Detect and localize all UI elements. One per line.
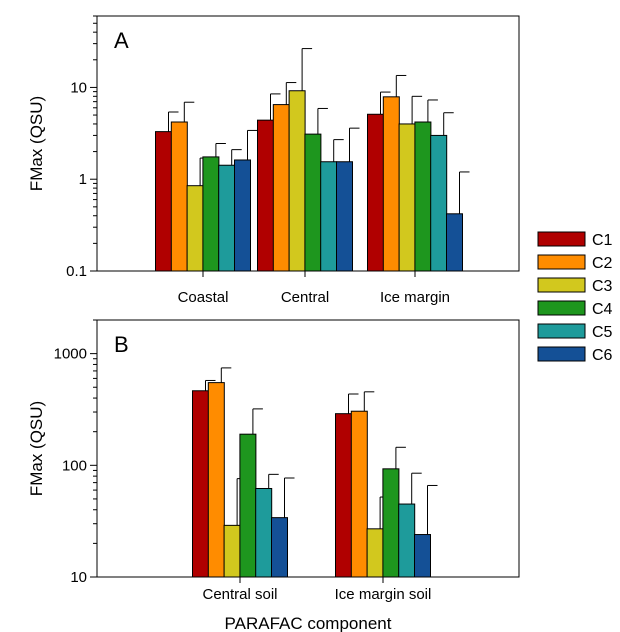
bar bbox=[366, 528, 384, 578]
bar bbox=[398, 503, 416, 578]
panel-a: 0.1 1 10 FMax (QSU) A Coastal Central Ice margi… bbox=[27, 15, 520, 306]
bar bbox=[414, 534, 431, 578]
legend-label: C5 bbox=[592, 324, 613, 341]
legend-label: C1 bbox=[592, 232, 613, 249]
bar bbox=[335, 413, 352, 578]
legend-swatch bbox=[537, 323, 586, 339]
y-tick-label: 1 bbox=[79, 171, 87, 188]
legend-swatch bbox=[537, 254, 586, 270]
panel-label: B bbox=[114, 332, 129, 357]
legend-label: C3 bbox=[592, 278, 613, 295]
bar bbox=[218, 164, 236, 272]
x-axis-label: PARAFAC component bbox=[225, 614, 392, 632]
bar bbox=[367, 113, 384, 272]
bar bbox=[350, 410, 368, 578]
x-tick-label: Coastal bbox=[178, 289, 229, 306]
bar bbox=[255, 487, 273, 578]
bar bbox=[320, 161, 338, 272]
legend-label: C2 bbox=[592, 255, 613, 272]
y-axis-label: FMax (QSU) bbox=[27, 96, 46, 191]
x-tick-label: Ice margin soil bbox=[335, 586, 432, 603]
bar bbox=[382, 96, 400, 272]
bar bbox=[272, 104, 290, 272]
x-tick-label: Central soil bbox=[202, 586, 277, 603]
y-axis-label: FMax (QSU) bbox=[27, 401, 46, 496]
y-tick-label: 10 bbox=[70, 79, 87, 96]
bar bbox=[414, 121, 432, 272]
plot-frame bbox=[96, 319, 520, 578]
bar bbox=[257, 119, 274, 272]
y-tick-label: 100 bbox=[62, 457, 87, 474]
bar bbox=[382, 468, 400, 578]
bar bbox=[239, 433, 257, 578]
bar bbox=[223, 524, 241, 578]
legend-swatch bbox=[537, 277, 586, 293]
bar bbox=[170, 121, 188, 272]
legend-swatch bbox=[537, 300, 586, 316]
bar bbox=[271, 517, 288, 578]
legend-swatch bbox=[537, 231, 586, 247]
panel-b: 10 100 1000 FMax (QSU) B Central soil Ice marg… bbox=[27, 319, 520, 632]
bar bbox=[202, 156, 220, 272]
bar bbox=[207, 382, 225, 578]
x-tick-label: Central bbox=[281, 289, 329, 306]
legend-label: C6 bbox=[592, 347, 613, 364]
bar bbox=[430, 134, 448, 272]
panel-label: A bbox=[114, 28, 129, 53]
y-tick-label: 1000 bbox=[54, 346, 87, 363]
x-tick-label: Ice margin bbox=[380, 289, 450, 306]
legend: C1 C2 C3 C4 C5 C6 bbox=[537, 231, 613, 364]
bar bbox=[234, 159, 251, 272]
bar bbox=[186, 185, 204, 272]
legend-label: C4 bbox=[592, 301, 613, 318]
bar bbox=[304, 133, 322, 272]
bar bbox=[192, 390, 209, 578]
bar bbox=[336, 161, 353, 272]
bar bbox=[398, 123, 416, 272]
legend-swatch bbox=[537, 346, 586, 362]
y-tick-label: 10 bbox=[70, 569, 87, 586]
bar bbox=[288, 90, 306, 272]
bar bbox=[446, 213, 463, 272]
bar bbox=[155, 131, 172, 272]
y-tick-label: 0.1 bbox=[66, 263, 87, 280]
